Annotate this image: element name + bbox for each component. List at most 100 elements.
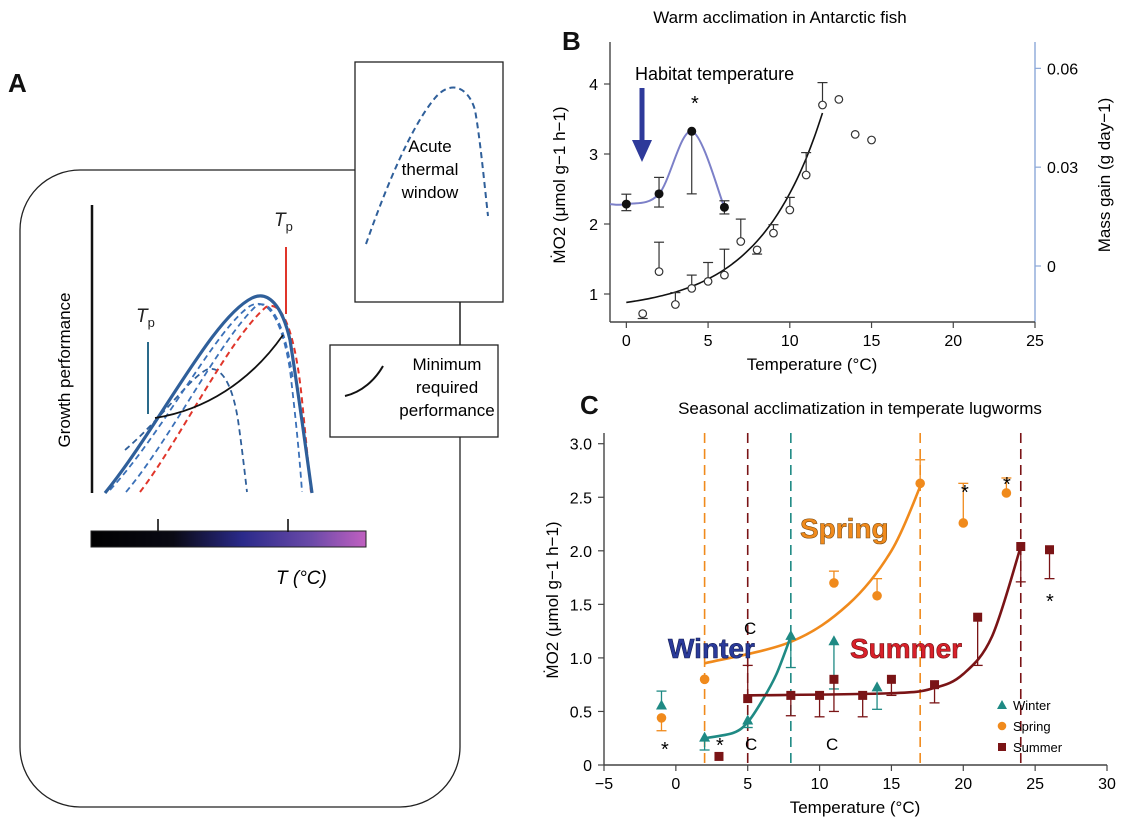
c-point-summer-4 xyxy=(829,674,839,684)
panel-c: C Seasonal acclimatization in temperate … xyxy=(543,390,1116,817)
c-xtick-label-1: 0 xyxy=(671,776,680,793)
panel-c-ylabel: ṀO2 (μmol g−1 h−1) xyxy=(543,521,562,678)
panel-b-y2ticks: 0 0.03 0.06 xyxy=(1035,61,1078,276)
b-mo2-point-3 xyxy=(687,284,697,293)
panel-c-xticks: −5 0 5 10 15 20 25 30 xyxy=(595,765,1116,793)
temperature-color-bar xyxy=(90,530,367,548)
panel-b-xticks: 0 5 10 15 20 25 xyxy=(622,322,1044,350)
b-y2tick-label-0: 0 xyxy=(1047,259,1056,276)
c-mark-1: C xyxy=(744,619,756,638)
b-xtick-label-5: 25 xyxy=(1026,333,1044,350)
c-ytick-label-3: 1.5 xyxy=(570,597,592,614)
b-mass-gain-point-3 xyxy=(719,202,729,212)
b-mo2-point-1 xyxy=(654,267,664,277)
panel-b-star: * xyxy=(691,93,699,115)
c-point-summer-2 xyxy=(786,690,796,700)
c-point-spring-3 xyxy=(872,590,882,601)
c-point-spring-0 xyxy=(656,713,667,723)
c-ytick-label-6: 3.0 xyxy=(570,437,592,454)
c-point-summer-1 xyxy=(743,694,753,704)
c-legend-label-spring: Spring xyxy=(1013,719,1051,734)
c-xtick-label-0: −5 xyxy=(595,776,613,793)
panel-c-legend: Winter Spring Summer xyxy=(997,698,1063,755)
star-summer-low: * xyxy=(716,735,724,757)
acute-label-line3: window xyxy=(401,183,459,202)
b-xtick-label-2: 10 xyxy=(781,333,799,350)
b-mo2-point-10 xyxy=(801,170,811,180)
c-point-spring-4 xyxy=(915,478,925,489)
c-point-summer-3 xyxy=(815,690,825,700)
c-point-spring-2 xyxy=(829,578,839,588)
b-mo2-point-11 xyxy=(818,100,827,110)
c-point-winter-4 xyxy=(828,635,840,646)
c-point-winter-0 xyxy=(655,699,667,710)
min-label-line2: required xyxy=(416,378,478,397)
c-point-winter-3 xyxy=(785,629,797,640)
min-required-curve xyxy=(154,334,284,419)
season-label-spring: Spring xyxy=(800,513,889,544)
star-winter-low: * xyxy=(661,739,669,761)
envelope-curve xyxy=(103,294,314,495)
c-xtick-label-2: 5 xyxy=(743,776,752,793)
c-xtick-label-4: 15 xyxy=(883,776,901,793)
c-ytick-label-5: 2.5 xyxy=(570,490,592,507)
panel-b-xlabel: Temperature (°C) xyxy=(747,355,878,374)
c-point-winter-5 xyxy=(871,681,883,692)
c-point-summer-10 xyxy=(1045,545,1055,555)
temp-axis-label: T (°C) xyxy=(276,568,327,589)
b-ytick-label-2: 3 xyxy=(589,147,598,164)
panel-b-marks xyxy=(609,81,876,320)
min-label-line3: performance xyxy=(399,401,494,420)
c-point-winter-1 xyxy=(699,731,711,742)
b-ytick-label-0: 1 xyxy=(589,287,598,304)
panel-b-letter: B xyxy=(562,26,581,56)
min-performance-icon xyxy=(344,365,384,397)
c-point-summer-0 xyxy=(714,751,724,761)
season-label-summer: Summer xyxy=(850,633,962,664)
blue-dashed-curve-2 xyxy=(125,303,294,493)
c-point-summer-7 xyxy=(930,680,940,690)
c-point-spring-5 xyxy=(958,518,969,528)
b-mo2-point-14 xyxy=(867,135,876,145)
c-xtick-label-3: 10 xyxy=(811,776,829,793)
b-mass-gain-point-0 xyxy=(621,199,631,209)
acute-window-curve xyxy=(365,86,489,245)
b-ytick-label-1: 2 xyxy=(589,217,598,234)
panel-c-title: Seasonal acclimatization in temperate lu… xyxy=(678,399,1042,418)
panel-c-x-axis: −5 0 5 10 15 20 25 30 xyxy=(595,764,1116,793)
b-mo2-point-12 xyxy=(834,94,844,104)
panel-c-fits xyxy=(704,485,1023,740)
c-legend-marker-summer xyxy=(998,743,1006,751)
panel-c-y-axis: 0 0.5 1.0 1.5 2.0 2.5 3.0 xyxy=(570,433,605,775)
b-mo2-point-6 xyxy=(736,237,746,246)
panel-b-title: Warm acclimation in Antarctic fish xyxy=(653,8,907,27)
b-mo2-point-0 xyxy=(638,309,648,319)
panel-c-marks xyxy=(655,459,1055,761)
c-point-spring-1 xyxy=(699,674,710,685)
c-point-summer-8 xyxy=(973,612,983,622)
panel-a: A Acute thermal window Minimum required … xyxy=(8,61,504,808)
c-fit-curve-spring xyxy=(704,485,922,665)
b-xtick-label-1: 5 xyxy=(704,333,713,350)
star-spring-23: * xyxy=(1003,474,1011,496)
red-dashed-curve xyxy=(139,304,312,493)
c-legend-marker-winter xyxy=(997,700,1007,709)
panel-c-yticks: 0 0.5 1.0 1.5 2.0 2.5 3.0 xyxy=(570,437,604,775)
tp-label-low: Tp xyxy=(136,306,155,330)
c-legend-label-winter: Winter xyxy=(1013,698,1051,713)
b-xtick-label-3: 15 xyxy=(863,333,881,350)
narrow-window-curve xyxy=(124,367,248,493)
star-summer-26: * xyxy=(1046,591,1054,613)
c-legend-marker-spring xyxy=(997,721,1007,731)
panel-b: Warm acclimation in Antarctic fish B 1 2 3… xyxy=(550,8,1114,374)
b-y2tick-label-1: 0.03 xyxy=(1047,160,1078,177)
habitat-temperature-label: Habitat temperature xyxy=(635,64,794,84)
habitat-arrow xyxy=(632,88,652,162)
b-mo2-point-2 xyxy=(670,300,680,309)
panel-b-ylabel: ṀO2 (μmol g−1 h−1) xyxy=(550,106,569,263)
c-ytick-label-2: 1.0 xyxy=(570,651,592,668)
b-mo2-point-7 xyxy=(752,245,762,255)
min-label-line1: Minimum xyxy=(413,355,482,374)
star-spring-20: * xyxy=(961,482,969,504)
